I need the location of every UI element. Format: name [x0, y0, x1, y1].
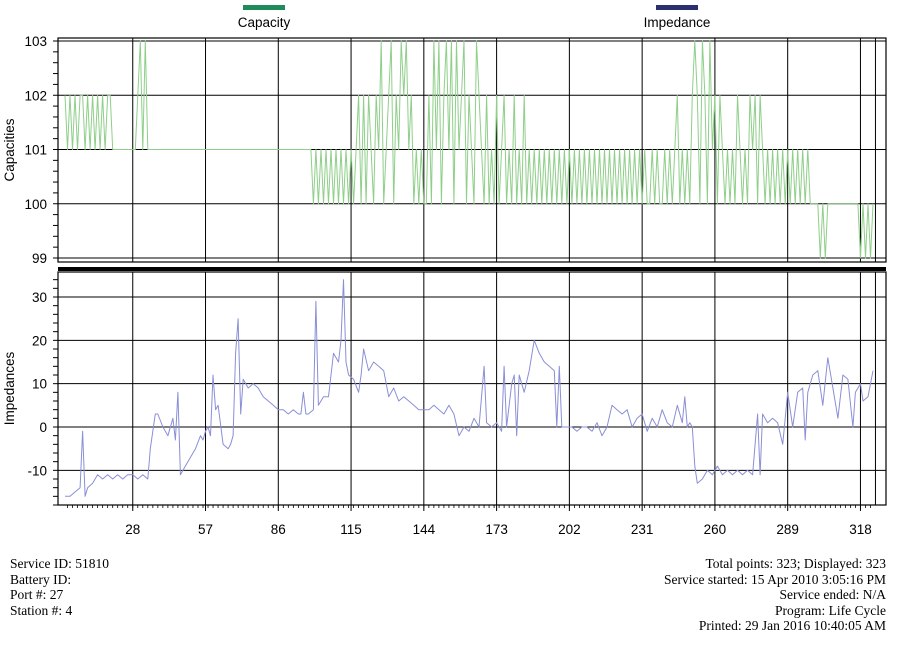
capacity-ytick-4: 103	[24, 34, 47, 49]
impedance-ytick-1: 0	[39, 420, 47, 435]
service-info-left: Service ID: 51810 Battery ID: Port #: 27…	[10, 556, 109, 618]
service-started: Service started: 15 Apr 2010 3:05:16 PM	[664, 571, 886, 587]
capacity-series-line	[64, 40, 874, 259]
total-points: Total points: 323; Displayed: 323	[705, 556, 886, 571]
printed-date: Printed: 29 Jan 2016 10:40:05 AM	[698, 618, 886, 634]
capacity-ytick-2: 101	[24, 143, 47, 158]
service-id: Service ID: 51810	[10, 556, 109, 571]
x-tick-label-9: 289	[776, 522, 799, 537]
service-info-right: Total points: 323; Displayed: 323 Servic…	[664, 556, 886, 634]
port-number: Port #: 27	[10, 587, 64, 603]
x-tick-label-1: 57	[198, 522, 213, 537]
x-tick-label-4: 144	[413, 522, 436, 537]
impedance-ytick-3: 20	[32, 333, 47, 348]
legend-swatch-1	[656, 5, 698, 10]
x-tick-label-7: 231	[631, 522, 654, 537]
legend-swatch-0	[243, 5, 285, 10]
chart-legend: Capacity Impedance	[238, 5, 711, 30]
life-cycle-chart: Capacity Impedance 99100101102103Capaciti…	[2, 5, 887, 537]
capacity-ytick-1: 100	[24, 197, 47, 212]
legend-label-0: Capacity	[238, 15, 291, 30]
x-axis: 28 57 86 115 144 173 202 231 260 289 318	[67, 505, 872, 537]
x-tick-label-3: 115	[340, 522, 362, 537]
station-number: Station #: 4	[10, 602, 73, 618]
capacity-ytick-3: 102	[24, 88, 47, 103]
impedance-panel: -10 0 10 20 30 Impedances	[2, 271, 887, 506]
service-ended: Service ended: N/A	[779, 587, 886, 603]
impedance-ytick-0: -10	[27, 463, 47, 478]
capacity-ytick-0: 99	[32, 251, 47, 266]
impedance-frame	[57, 271, 887, 506]
capacity-ylabel: Capacities	[2, 118, 17, 181]
x-tick-label-8: 260	[704, 522, 727, 537]
impedance-ylabel: Impedances	[2, 351, 17, 425]
impedance-series-line	[65, 279, 874, 497]
capacity-panel: 99 100 101 102 103 Capacities	[2, 34, 887, 266]
x-tick-label-6: 202	[558, 522, 581, 537]
impedance-ytick-2: 10	[32, 377, 47, 392]
impedance-ytick-4: 30	[32, 290, 47, 305]
x-tick-label-5: 173	[485, 522, 508, 537]
program-name: Program: Life Cycle	[775, 602, 886, 618]
battery-id: Battery ID:	[10, 571, 72, 587]
x-tick-label-2: 86	[271, 522, 286, 537]
x-tick-label-10: 318	[849, 522, 872, 537]
legend-label-1: Impedance	[644, 15, 711, 30]
x-tick-label-0: 28	[125, 522, 140, 537]
